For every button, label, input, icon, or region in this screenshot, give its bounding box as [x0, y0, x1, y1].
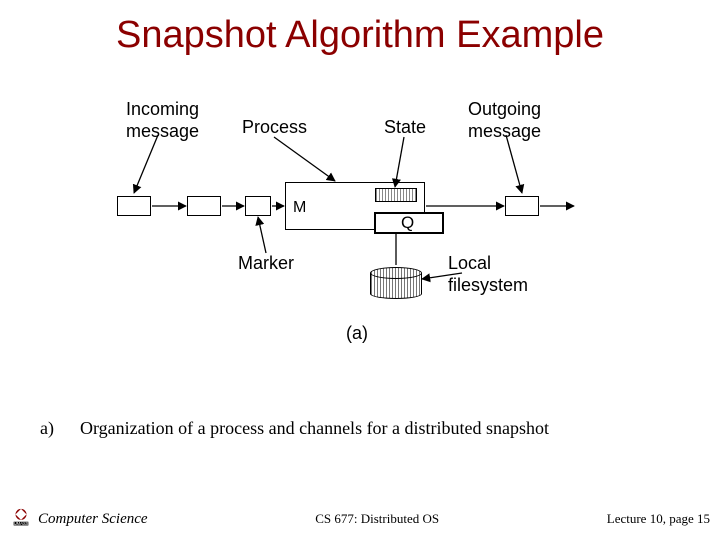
page-title: Snapshot Algorithm Example: [0, 0, 720, 57]
connector-1: [274, 137, 335, 181]
caption-text: Organization of a process and channels f…: [80, 418, 549, 439]
footer-left-text: Computer Science: [38, 511, 148, 528]
footer-right-text: Lecture 10, page 15: [607, 511, 710, 527]
caption-marker: a): [40, 418, 80, 439]
connectors: [0, 57, 720, 377]
connector-3: [506, 135, 522, 193]
footer-center-text: CS 677: Distributed OS: [315, 511, 439, 527]
connector-0: [134, 135, 158, 193]
umass-logo-icon: UMASS: [10, 508, 32, 530]
footer-left: UMASS Computer Science: [10, 508, 148, 530]
connector-4: [258, 217, 266, 253]
diagram-area: IncomingmessageProcessStateOutgoingmessa…: [0, 57, 720, 377]
connector-2: [395, 137, 404, 187]
caption-row: a) Organization of a process and channel…: [40, 418, 680, 439]
footer: UMASS Computer Science CS 677: Distribut…: [0, 508, 720, 530]
svg-text:UMASS: UMASS: [14, 521, 29, 526]
connector-5: [422, 273, 462, 279]
